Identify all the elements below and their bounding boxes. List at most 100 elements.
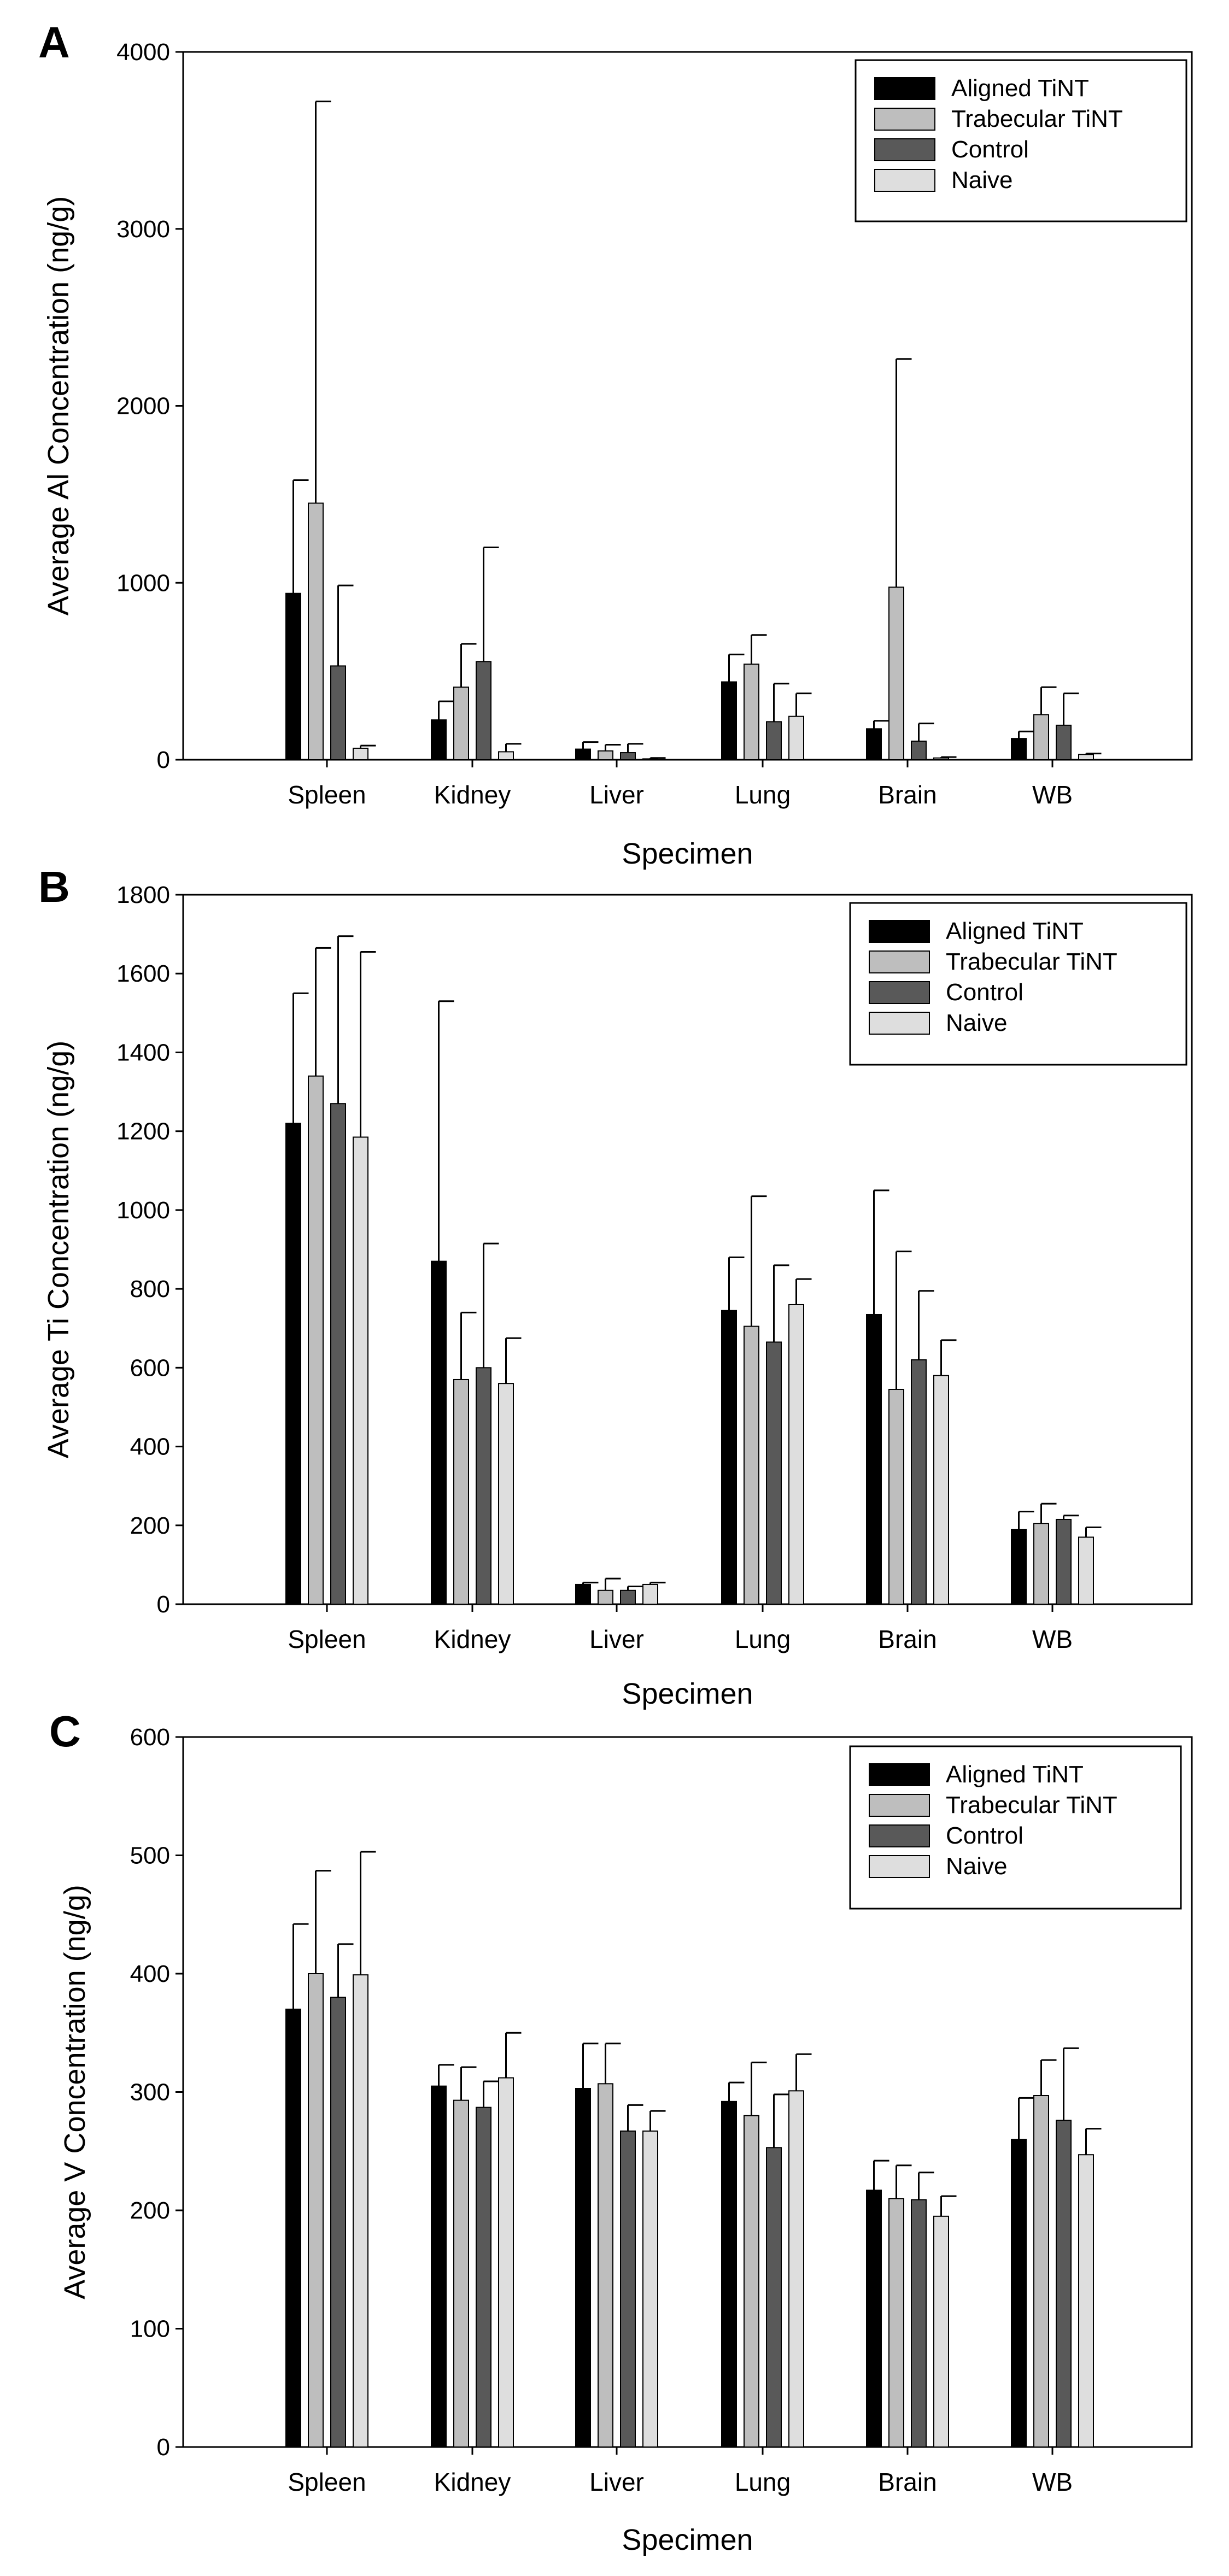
category-label-wb: WB	[1032, 1625, 1073, 1653]
bar-aligned-tint-liver	[575, 1583, 591, 1605]
bar-naive-wb	[1078, 2154, 1094, 2448]
bar-naive-liver	[642, 2130, 658, 2448]
category-label-kidney: Kidney	[434, 1625, 511, 1653]
legend-label: Control	[946, 979, 1023, 1006]
legend-label: Trabecular TiNT	[946, 948, 1117, 975]
bar-aligned-tint-brain	[866, 728, 882, 760]
legend-swatch	[869, 1824, 930, 1847]
bar-aligned-tint-kidney	[431, 719, 447, 760]
panel-letter: B	[38, 862, 70, 911]
legend-label: Control	[951, 136, 1029, 163]
bar-control-liver	[620, 2130, 636, 2448]
x-axis-title: Specimen	[622, 2524, 753, 2556]
y-tick-label: 600	[130, 1724, 170, 1751]
legend-swatch	[869, 920, 930, 943]
bar-trabecular-tint-lung	[744, 664, 759, 761]
y-axis-title: Average Al Concentration (ng/g)	[42, 196, 75, 615]
y-tick-label: 500	[130, 1842, 170, 1869]
bar-aligned-tint-spleen	[285, 592, 301, 761]
x-axis-title: Specimen	[622, 1677, 753, 1710]
bar-naive-kidney	[498, 1383, 514, 1605]
y-tick-label: 1800	[116, 882, 170, 908]
bar-control-brain	[911, 1359, 927, 1605]
legend-label: Aligned TiNT	[951, 75, 1089, 102]
bar-aligned-tint-wb	[1011, 738, 1027, 761]
bar-aligned-tint-wb	[1011, 1528, 1027, 1605]
bar-naive-spleen	[353, 1974, 368, 2448]
bar-aligned-tint-kidney	[431, 1260, 447, 1605]
category-label-lung: Lung	[735, 1625, 791, 1653]
bar-trabecular-tint-spleen	[308, 1075, 324, 1605]
legend-swatch	[869, 1012, 930, 1035]
legend-label: Naive	[946, 1010, 1008, 1036]
bar-naive-kidney	[498, 2077, 514, 2448]
bar-trabecular-tint-wb	[1033, 1523, 1049, 1605]
legend-swatch	[874, 108, 935, 131]
bar-trabecular-tint-liver	[598, 2083, 613, 2448]
y-tick-label: 100	[130, 2316, 170, 2343]
plot-frame	[182, 894, 1193, 1605]
bar-control-wb	[1056, 2120, 1072, 2448]
y-axis-title: Average V Concentration (ng/g)	[58, 1885, 91, 2299]
y-tick-label: 1000	[116, 1197, 170, 1224]
y-tick-label: 1200	[116, 1118, 170, 1145]
bar-control-brain	[911, 2199, 927, 2448]
legend-label: Trabecular TiNT	[951, 105, 1123, 132]
y-tick-label: 2000	[116, 393, 170, 420]
bar-aligned-tint-lung	[721, 681, 737, 761]
y-tick-label: 400	[130, 1961, 170, 1987]
bar-control-spleen	[330, 1997, 346, 2448]
panel-letter: A	[38, 18, 70, 67]
bar-naive-liver	[642, 758, 658, 760]
bar-naive-lung	[788, 1304, 804, 1605]
category-label-brain: Brain	[878, 1625, 937, 1653]
y-tick-label: 1400	[116, 1039, 170, 1066]
bar-control-kidney	[476, 2106, 491, 2448]
bar-control-liver	[620, 752, 636, 761]
bar-naive-brain	[933, 1375, 949, 1605]
y-tick-label: 200	[130, 1512, 170, 1539]
y-tick-label: 0	[157, 747, 170, 773]
bar-aligned-tint-liver	[575, 748, 591, 760]
legend-swatch	[869, 950, 930, 973]
bar-trabecular-tint-brain	[888, 2198, 904, 2448]
legend-label: Aligned TiNT	[946, 1761, 1084, 1788]
bar-aligned-tint-spleen	[285, 1123, 301, 1605]
bar-aligned-tint-brain	[866, 2190, 882, 2448]
legend-swatch	[869, 1855, 930, 1878]
legend-label: Naive	[951, 167, 1013, 193]
y-tick-label: 200	[130, 2197, 170, 2224]
legend-swatch	[874, 77, 935, 100]
category-label-spleen: Spleen	[288, 1625, 366, 1653]
bar-control-wb	[1056, 1518, 1072, 1605]
bar-trabecular-tint-lung	[744, 2115, 759, 2448]
bar-control-lung	[766, 1341, 782, 1605]
legend-swatch	[874, 169, 935, 192]
y-tick-label: 1600	[116, 960, 170, 987]
category-label-kidney: Kidney	[434, 781, 511, 809]
bar-trabecular-tint-spleen	[308, 1973, 324, 2448]
category-label-wb: WB	[1032, 2468, 1073, 2496]
bar-trabecular-tint-kidney	[453, 2099, 469, 2448]
legend-swatch	[869, 1763, 930, 1786]
category-label-brain: Brain	[878, 2468, 937, 2496]
bar-naive-wb	[1078, 1536, 1094, 1605]
category-label-spleen: Spleen	[288, 2468, 366, 2496]
y-axis-title: Average Ti Concentration (ng/g)	[42, 1041, 75, 1458]
y-tick-label: 1000	[116, 570, 170, 596]
category-label-liver: Liver	[589, 2468, 644, 2496]
category-label-brain: Brain	[878, 781, 937, 809]
chart-panel-a: A 0 1000 2000 3000 4000 Spleen Kidney Liver Lung B…	[38, 18, 1193, 870]
legend-label: Aligned TiNT	[946, 918, 1084, 944]
y-tick-label: 800	[130, 1276, 170, 1302]
bar-aligned-tint-kidney	[431, 2085, 447, 2448]
category-label-liver: Liver	[589, 1625, 644, 1653]
legend-label: Trabecular TiNT	[946, 1792, 1117, 1818]
bar-control-spleen	[330, 665, 346, 760]
bar-trabecular-tint-wb	[1033, 2094, 1049, 2448]
y-tick-label: 0	[157, 1591, 170, 1618]
bar-trabecular-tint-brain	[888, 586, 904, 760]
bar-naive-lung	[788, 2090, 804, 2448]
bar-aligned-tint-brain	[866, 1313, 882, 1605]
bar-trabecular-tint-liver	[598, 1589, 613, 1605]
